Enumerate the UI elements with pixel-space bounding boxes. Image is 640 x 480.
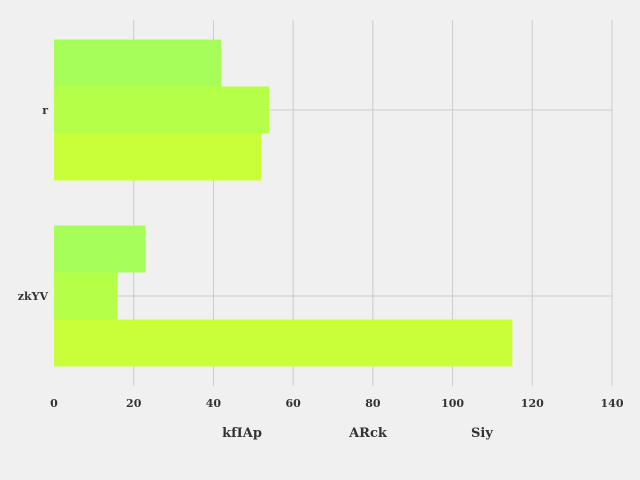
x-tick-label: 20 (126, 397, 142, 410)
category-label: zkYV (18, 290, 49, 303)
bars (54, 39, 513, 367)
x-tick-label: 80 (365, 397, 381, 410)
x-tick-label: 60 (285, 397, 301, 410)
x-tick-label: 140 (601, 397, 624, 410)
x-tick-label: 40 (206, 397, 222, 410)
x-tick-label: 100 (441, 397, 464, 410)
legend-entry: ARck (348, 426, 388, 441)
legend-entry: kfIAp (222, 426, 262, 441)
legend-entry: Siy (471, 426, 493, 441)
x-tick-label: 120 (521, 397, 544, 410)
bar (54, 225, 146, 273)
bar (54, 319, 513, 367)
bar (54, 86, 270, 134)
bar (54, 272, 118, 320)
category-label: r (42, 104, 48, 117)
bar (54, 133, 262, 181)
labels: r zkYV 0 20 40 60 80 100 120 140 kfIAp ARck Siy (18, 104, 624, 441)
bar (54, 39, 222, 87)
x-tick-label: 0 (50, 397, 58, 410)
